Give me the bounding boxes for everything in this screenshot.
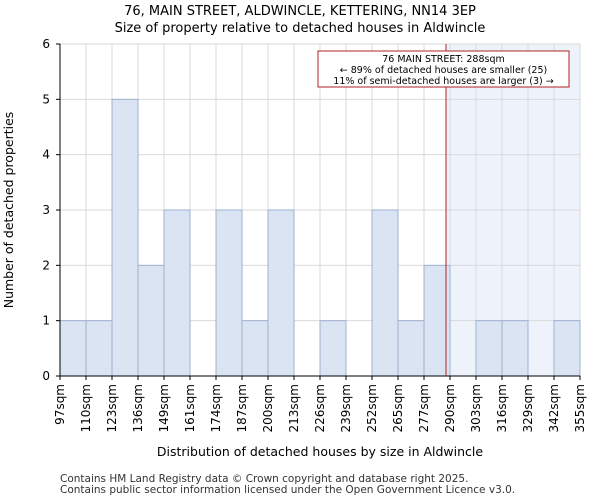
x-tick-label: 136sqm	[131, 384, 145, 432]
x-tick-label: 161sqm	[183, 384, 197, 432]
y-axis-title: Number of detached properties	[1, 112, 16, 309]
x-tick-label: 355sqm	[573, 384, 587, 432]
y-tick-label: 0	[42, 369, 50, 383]
x-tick-label: 265sqm	[391, 384, 405, 432]
annotation-line: ← 89% of detached houses are smaller (25…	[340, 65, 547, 76]
x-tick-label: 239sqm	[339, 384, 353, 432]
bar	[59, 320, 87, 377]
bar	[371, 209, 399, 377]
x-tick-label: 342sqm	[547, 384, 561, 432]
y-tick-label: 6	[42, 37, 50, 51]
x-tick-label: 123sqm	[105, 384, 119, 432]
bar	[241, 320, 269, 377]
x-tick-label: 290sqm	[443, 384, 457, 432]
y-tick-label: 3	[42, 203, 50, 217]
x-tick-label: 277sqm	[417, 384, 431, 432]
y-tick-label: 1	[42, 314, 50, 328]
x-tick-label: 149sqm	[157, 384, 171, 432]
x-tick-label: 187sqm	[235, 384, 249, 432]
annotation-box	[317, 50, 570, 88]
x-tick-label: 174sqm	[209, 384, 223, 432]
bar	[111, 98, 139, 377]
bar	[137, 264, 165, 377]
x-tick-label: 252sqm	[365, 384, 379, 432]
footer-line-1: Contains HM Land Registry data © Crown c…	[60, 473, 469, 485]
bar	[163, 209, 191, 377]
y-tick-label: 5	[42, 92, 50, 106]
bar	[215, 209, 243, 377]
annotation-line: 11% of semi-detached houses are larger (…	[333, 76, 553, 87]
footer-line-2: Contains public sector information licen…	[60, 484, 516, 496]
x-tick-label: 97sqm	[53, 384, 67, 425]
chart-subtitle: Size of property relative to detached ho…	[114, 21, 486, 36]
bar	[85, 320, 113, 377]
annotation-line: 76 MAIN STREET: 288sqm	[382, 54, 505, 65]
x-axis-title: Distribution of detached houses by size …	[157, 444, 483, 459]
x-tick-label: 110sqm	[79, 384, 93, 432]
chart-title: 76, MAIN STREET, ALDWINCLE, KETTERING, N…	[124, 4, 476, 19]
x-tick-label: 303sqm	[469, 384, 483, 432]
bar	[475, 320, 503, 377]
chart-svg: 0 1 2 3 4 5 6 97sqm 110sqm 123sqm 136sqm 149sqm 161s…	[1, 37, 587, 459]
x-tick-label: 329sqm	[521, 384, 535, 432]
bar	[501, 320, 529, 377]
x-tick-label: 200sqm	[261, 384, 275, 432]
y-tick-label: 4	[42, 148, 50, 162]
bar	[397, 320, 425, 377]
x-tick-label: 213sqm	[287, 384, 301, 432]
bar	[319, 320, 347, 377]
bar	[553, 320, 581, 377]
bar	[267, 209, 295, 377]
y-tick-label: 2	[42, 258, 50, 272]
x-tick-label: 316sqm	[495, 384, 509, 432]
x-tick-label: 226sqm	[313, 384, 327, 432]
